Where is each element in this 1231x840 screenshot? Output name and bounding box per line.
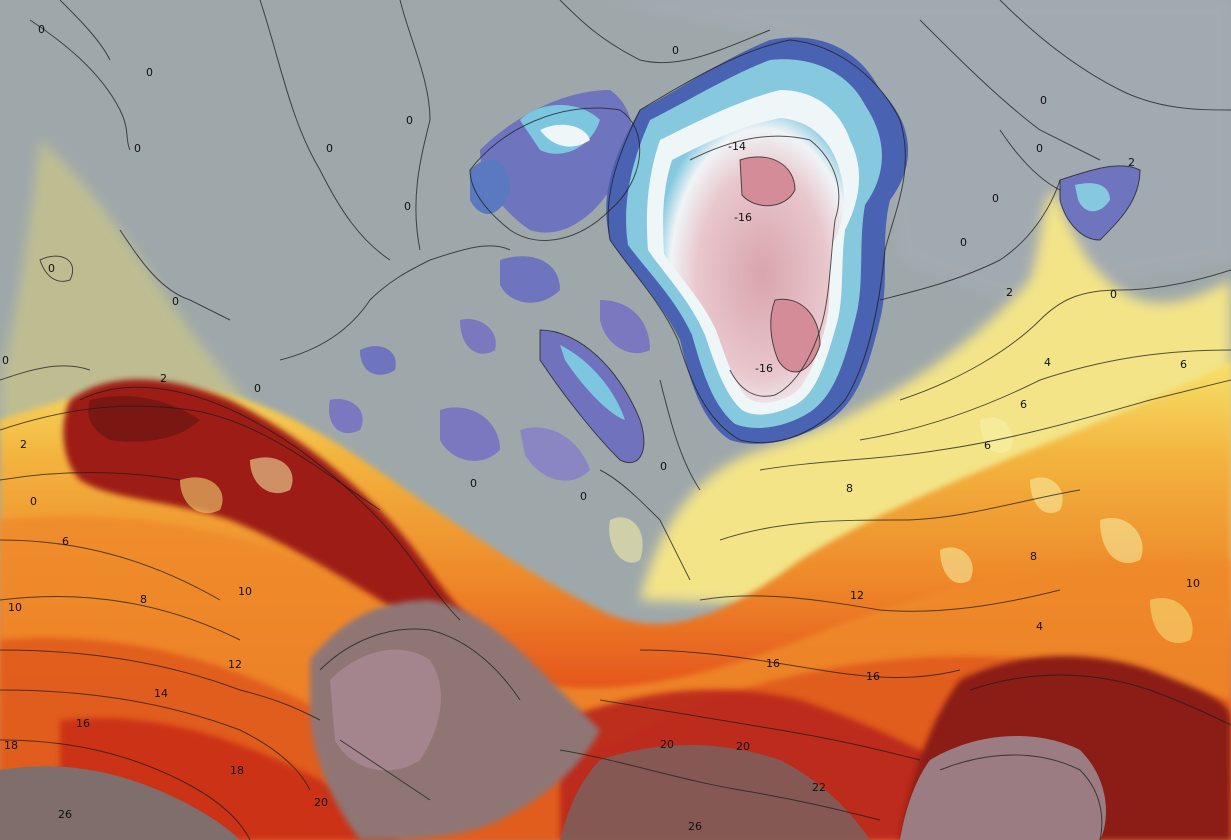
coastal-detail-noise	[180, 417, 1193, 644]
contour-label: 18	[230, 764, 244, 777]
contour-label: 12	[228, 658, 242, 671]
contour-label: 10	[1186, 577, 1200, 590]
contour-label: 0	[406, 114, 413, 127]
middle-atlantic-grey	[560, 745, 870, 840]
contour-label: 0	[48, 262, 55, 275]
contour-label: 14	[154, 687, 168, 700]
contour-label: 8	[140, 593, 147, 606]
contour-label: -14	[728, 140, 746, 153]
contour-label: 0	[1036, 142, 1043, 155]
contour-label: 0	[172, 295, 179, 308]
contour-label: 0	[38, 23, 45, 36]
contour-label: 0	[1110, 288, 1117, 301]
canadian-archipelago	[329, 90, 650, 481]
contour-label: 6	[1020, 398, 1027, 411]
contour-label: 2	[20, 438, 27, 451]
contour-label: 0	[134, 142, 141, 155]
north-africa-mauve	[900, 736, 1106, 840]
contour-label: 20	[660, 738, 674, 751]
contour-label: 0	[1040, 94, 1047, 107]
pale-yellow-band-west	[0, 140, 260, 440]
contour-label: 2	[1128, 156, 1135, 169]
contour-label: 6	[62, 535, 69, 548]
contour-label: 22	[812, 781, 826, 794]
contour-label: 0	[254, 382, 261, 395]
contour-label: 4	[1036, 620, 1043, 633]
contour-label: 2	[160, 372, 167, 385]
contour-label: -16	[734, 211, 752, 224]
contour-label: 10	[238, 585, 252, 598]
contour-label: 18	[4, 739, 18, 752]
contour-label: 16	[866, 670, 880, 683]
contour-label: 12	[850, 589, 864, 602]
contour-label: 0	[672, 44, 679, 57]
greenland-ice-sheet	[606, 37, 909, 444]
contour-label: 0	[404, 200, 411, 213]
contour-label: 0	[2, 354, 9, 367]
contour-label: 0	[580, 490, 587, 503]
contour-label: 2	[1006, 286, 1013, 299]
rocky-mountains-mauve	[330, 649, 441, 771]
contour-label: 8	[846, 482, 853, 495]
contour-label: 0	[30, 495, 37, 508]
contour-label: 26	[58, 808, 72, 821]
isotherm-labels: 0 0 0 0 0 0 0 0 0 0 0 0 0 0 0 0 0 0 0 0 …	[2, 23, 1200, 833]
alaska-hot-zone	[63, 379, 470, 629]
contour-label: -16	[755, 362, 773, 375]
contour-label: 20	[736, 740, 750, 753]
svalbard-ice	[1075, 183, 1110, 212]
contour-label: 0	[326, 142, 333, 155]
contour-label: 0	[146, 66, 153, 79]
contour-label: 0	[960, 236, 967, 249]
contour-label: 6	[984, 439, 991, 452]
contour-label: 16	[766, 657, 780, 670]
contour-label: 26	[688, 820, 702, 833]
south-pacific-grey	[0, 766, 240, 840]
contour-label: 10	[8, 601, 22, 614]
contour-label: 20	[314, 796, 328, 809]
contour-label: 6	[1180, 358, 1187, 371]
contour-label: 0	[992, 192, 999, 205]
contour-label: 4	[1044, 356, 1051, 369]
contour-label: 8	[1030, 550, 1037, 563]
contour-label: 0	[660, 460, 667, 473]
contour-label: 0	[470, 477, 477, 490]
contour-label: 16	[76, 717, 90, 730]
